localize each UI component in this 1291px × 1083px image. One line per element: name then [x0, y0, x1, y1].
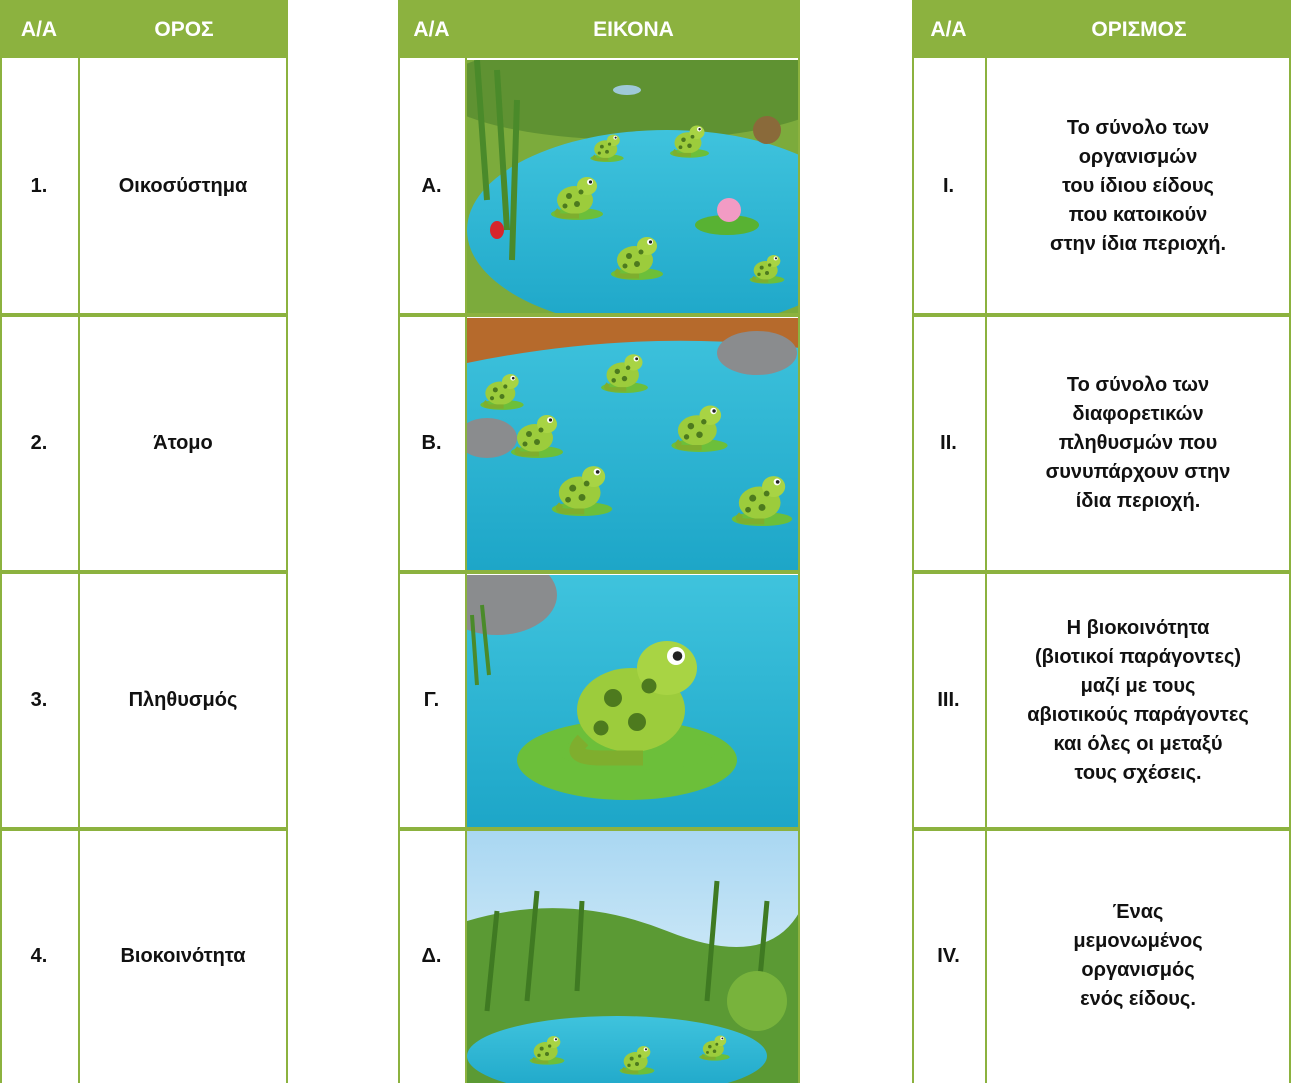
row-divider: [398, 313, 800, 317]
header-cell: Α/Α: [398, 0, 465, 58]
header-cell: Α/Α: [912, 0, 985, 58]
row-id: Β.: [421, 432, 442, 454]
row-divider: [398, 827, 800, 831]
border: [398, 0, 400, 1083]
row-id: Δ.: [421, 944, 442, 967]
row-id: 3.: [30, 689, 48, 711]
row-divider: [912, 827, 1291, 831]
row-divider: [0, 570, 288, 574]
definition-line: πληθυσμών που: [1058, 432, 1218, 454]
term: Άτομο: [153, 432, 213, 454]
definition-line: οργανισμών: [1078, 146, 1198, 168]
border: [985, 0, 987, 1083]
definition: Το σύνολο των διαφορετικών πληθυσμών που συ…: [985, 315, 1291, 572]
definition-line: μεμονωμένος: [1073, 930, 1203, 952]
border: [78, 0, 80, 1083]
term: Πληθυσμός: [128, 689, 238, 711]
definition-line: συνυπάρχουν στην: [1045, 461, 1231, 483]
definition-line: Το σύνολο των: [1066, 117, 1210, 139]
definition-line: στην ίδια περιοχή.: [1049, 233, 1227, 255]
term: Βιοκοινότητα: [120, 944, 246, 967]
header-cell: ΕΙΚΟΝΑ: [467, 0, 800, 58]
community-image: [467, 831, 800, 1083]
definition-line: ενός είδους.: [1080, 988, 1196, 1010]
definition: Η βιοκοινότητα (βιοτικοί παράγοντες) μαζί …: [985, 572, 1291, 829]
definition-line: και όλες οι μεταξύ: [1053, 732, 1223, 755]
border: [465, 0, 467, 1083]
row-id: Α.: [421, 175, 442, 197]
definition-line: τους σχέσεις.: [1074, 761, 1202, 784]
population-image: [467, 318, 800, 570]
header-cell: ΟΡΙΣΜΟΣ: [987, 0, 1291, 58]
border: [798, 0, 800, 1083]
ecosystem-image: [467, 60, 800, 313]
header-cell: ΟΡΟΣ: [80, 0, 288, 58]
header-cell: Α/Α: [0, 0, 78, 58]
definition: Το σύνολο των οργανισμών του ίδιου είδους π…: [985, 58, 1291, 315]
row-id: ΙΙΙ.: [937, 689, 960, 711]
individual-image: [467, 575, 800, 827]
definition: Ένας μεμονωμένος οργανισμός ενός είδους.: [985, 829, 1291, 1083]
row-id: ΙΙ.: [940, 432, 957, 454]
definition-line: μαζί με τους: [1080, 674, 1196, 697]
definition-line: Ένας: [1112, 901, 1164, 923]
definition-line: Η βιοκοινότητα: [1066, 616, 1210, 639]
row-divider: [0, 827, 288, 831]
row-id: Ι.: [942, 175, 955, 197]
border: [1289, 0, 1291, 1083]
definition-line: Το σύνολο των: [1066, 374, 1210, 396]
row-id: Γ.: [423, 689, 440, 711]
definition-line: που κατοικούν: [1068, 204, 1208, 226]
border: [0, 0, 2, 1083]
row-divider: [398, 570, 800, 574]
definition-line: (βιοτικοί παράγοντες): [1034, 645, 1242, 668]
definition-line: οργανισμός: [1081, 959, 1195, 981]
row-id: 2.: [30, 432, 48, 454]
definition-line: αβιοτικούς παράγοντες: [1027, 703, 1249, 726]
row-id: 4.: [30, 944, 48, 967]
row-id: 1.: [30, 175, 48, 197]
border: [286, 0, 288, 1083]
term: Οικοσύστημα: [118, 175, 248, 197]
definition-line: του ίδιου είδους: [1062, 175, 1214, 197]
row-divider: [0, 313, 288, 317]
border: [912, 0, 914, 1083]
definition-line: διαφορετικών: [1072, 403, 1204, 425]
definition-line: ίδια περιοχή.: [1075, 490, 1201, 512]
row-id: ΙV.: [937, 944, 960, 967]
row-divider: [912, 570, 1291, 574]
row-divider: [912, 313, 1291, 317]
